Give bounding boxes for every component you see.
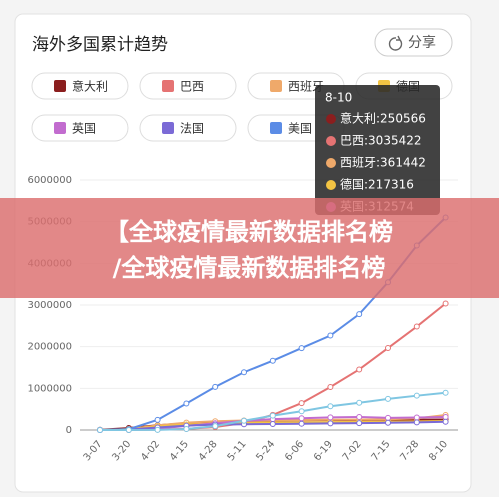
data-point: [298, 345, 305, 352]
data-point: [327, 420, 334, 427]
data-point: [356, 366, 363, 373]
data-point: [385, 345, 391, 352]
data-point: [385, 395, 391, 402]
legend-swatch: [270, 80, 282, 92]
legend-swatch: [270, 122, 282, 134]
legend-item[interactable]: 法国: [139, 114, 237, 142]
data-point: [413, 414, 420, 421]
data-point: [356, 420, 363, 427]
banner-text: /全球疫情最新数据排名榜: [113, 254, 386, 282]
data-point: [298, 420, 305, 427]
tooltip-dot: [326, 158, 336, 168]
data-point: [356, 413, 363, 420]
data-point: [413, 323, 420, 330]
data-point: [269, 357, 276, 364]
tooltip-item: 德国:217316: [340, 177, 414, 192]
data-point: [327, 414, 334, 421]
data-point: [298, 415, 305, 422]
data-point: [442, 418, 449, 425]
data-point: [298, 400, 305, 407]
data-point: [154, 416, 161, 423]
y-tick-label: 0: [66, 425, 72, 436]
legend-pill[interactable]: [31, 114, 129, 142]
tooltip-item: 巴西:3035422: [340, 134, 422, 148]
tooltip-item: 西班牙:361442: [340, 156, 426, 170]
legend-swatch: [162, 122, 174, 134]
legend-pill[interactable]: [31, 72, 129, 100]
data-point: [356, 399, 363, 406]
chart-title: 海外多国累计趋势: [32, 35, 168, 55]
data-point: [385, 414, 391, 421]
y-tick-label: 1000000: [27, 383, 72, 394]
legend-label: 英国: [72, 122, 96, 136]
legend-swatch: [54, 80, 66, 92]
data-point: [413, 419, 420, 426]
legend-swatch: [54, 122, 66, 134]
data-point: [269, 412, 276, 419]
data-point: [183, 425, 190, 432]
data-point: [413, 392, 420, 399]
y-tick-label: 2000000: [27, 342, 72, 353]
data-point: [327, 383, 334, 390]
data-point: [385, 419, 391, 426]
legend-label: 法国: [180, 122, 204, 136]
data-point: [154, 426, 161, 433]
share-icon: [388, 35, 403, 51]
y-tick-label: 6000000: [27, 175, 72, 186]
tooltip-box: [315, 85, 440, 215]
share-button[interactable]: 分享: [374, 28, 453, 57]
data-point: [183, 400, 190, 407]
legend-item[interactable]: 英国: [31, 114, 129, 142]
legend-pill[interactable]: [139, 72, 237, 100]
banner-band: [0, 198, 499, 298]
tooltip-item: 意大利:250566: [340, 111, 426, 126]
tooltip-dot: [326, 180, 336, 190]
legend-item[interactable]: 意大利: [31, 72, 129, 100]
tooltip-dot: [326, 114, 336, 124]
data-point: [442, 413, 449, 420]
data-point: [356, 311, 363, 318]
banner-text: 【全球疫情最新数据排名榜: [105, 218, 393, 246]
legend-pill[interactable]: [139, 114, 237, 142]
data-point: [327, 403, 334, 410]
data-point: [125, 426, 132, 433]
legend-swatch: [162, 80, 174, 92]
data-point: [212, 423, 219, 430]
legend-label: 美国: [288, 122, 312, 136]
data-point: [97, 426, 103, 433]
data-point: [241, 417, 247, 424]
legend-item[interactable]: 巴西: [139, 72, 237, 100]
data-point: [327, 332, 334, 339]
share-label[interactable]: 分享: [408, 34, 436, 51]
data-point: [298, 408, 305, 415]
data-point: [241, 369, 247, 376]
y-tick-label: 3000000: [27, 300, 72, 311]
data-point: [442, 300, 449, 307]
tooltip-title: 8-10: [325, 91, 352, 105]
legend-label: 意大利: [72, 79, 108, 94]
legend-label: 巴西: [180, 80, 204, 94]
tooltip-dot: [326, 136, 336, 146]
data-point: [212, 383, 219, 390]
data-point: [442, 389, 449, 396]
data-point: [269, 420, 276, 427]
